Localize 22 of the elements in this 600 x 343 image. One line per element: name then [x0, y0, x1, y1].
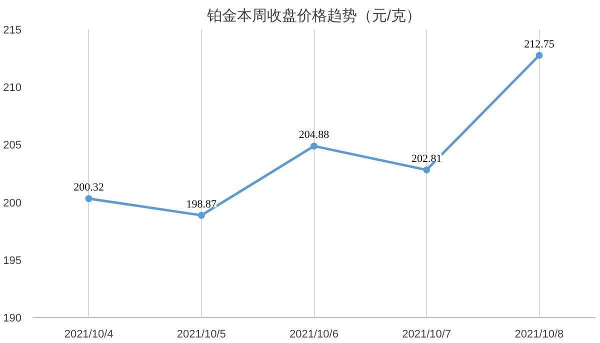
- y-tick-label: 205: [3, 140, 22, 152]
- x-tick-label: 2021/10/4: [64, 328, 114, 340]
- x-tick-label: 2021/10/6: [290, 328, 338, 340]
- data-label: 212.75: [524, 38, 555, 50]
- y-tick-label: 200: [3, 197, 22, 210]
- data-label: 204.88: [298, 129, 330, 142]
- chart-title: 铂金本周收盘价格趋势（元/克）: [206, 8, 422, 24]
- data-label: 202.81: [411, 152, 442, 165]
- point: [536, 52, 543, 59]
- point: [198, 212, 205, 219]
- data-label: 198.87: [186, 198, 218, 210]
- point: [310, 142, 318, 150]
- x-tick-label: 2021/10/8: [514, 328, 564, 340]
- y-tick-label: 210: [3, 82, 22, 94]
- point: [85, 195, 92, 202]
- point: [423, 166, 430, 174]
- data-label: 200.32: [74, 182, 104, 194]
- y-tick-label: 215: [3, 24, 22, 36]
- x-tick-label: 2021/10/7: [402, 328, 452, 340]
- y-tick-label: 190: [3, 312, 22, 324]
- y-tick-label: 195: [3, 254, 22, 267]
- x-tick-label: 2021/10/5: [176, 328, 226, 340]
